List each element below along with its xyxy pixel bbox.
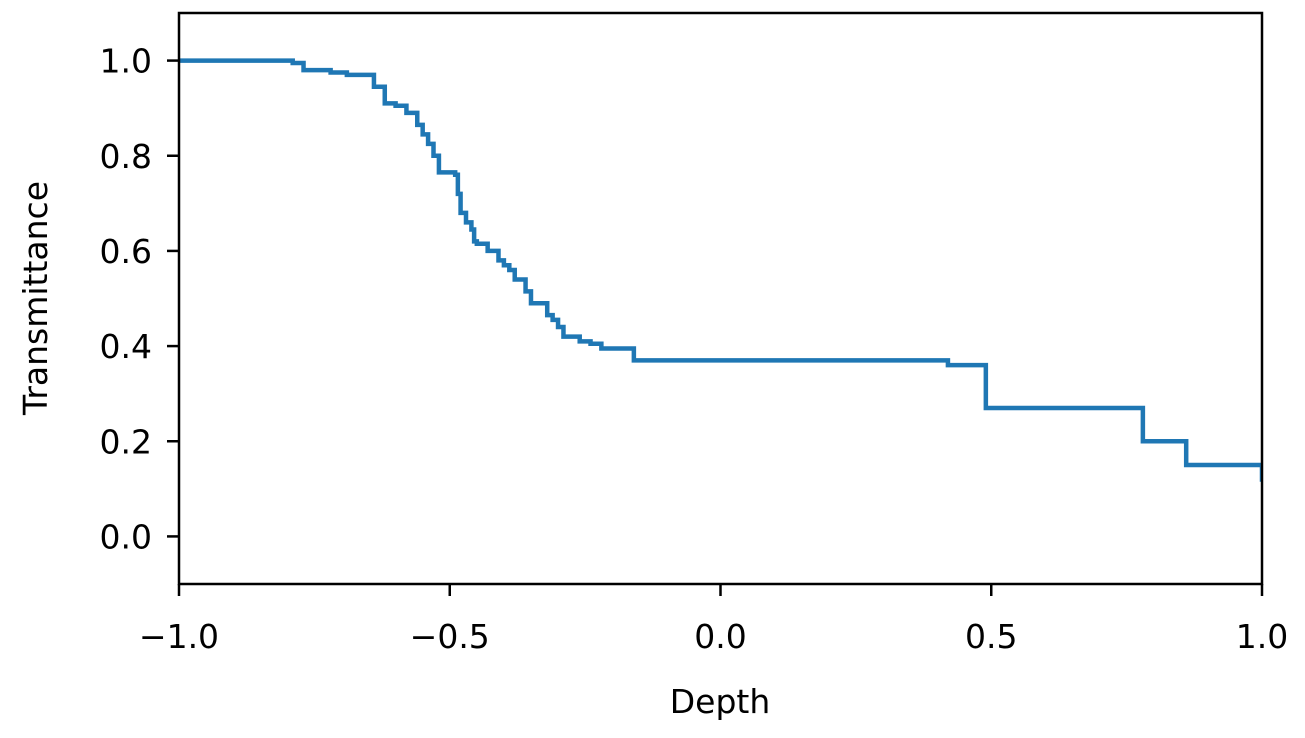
x-tick-label: 1.0 [1236,617,1288,656]
axes: −1.0 −0.5 0.0 0.5 1.0 0.0 0.2 0.4 0.6 0.8 1.0 [100,11,1288,656]
plot-area [179,58,1262,482]
plot-frame [177,11,1264,586]
y-tick-label: 0.6 [100,232,152,271]
y-axis-label: Transmittance [16,181,55,416]
x-tick-label: 0.5 [965,617,1017,656]
y-tick-label: 1.0 [100,42,152,81]
y-tick-label: 0.8 [100,137,152,176]
x-tick-label: 0.0 [694,617,746,656]
y-tick-label: 0.0 [100,517,152,556]
y-tick-label: 0.4 [100,327,152,366]
y-tick-label: 0.2 [100,422,152,461]
x-axis-label: Depth [670,682,771,721]
x-tick-label: −1.0 [139,617,219,656]
series-line-0 [179,58,1262,482]
x-tick-label: −0.5 [410,617,490,656]
